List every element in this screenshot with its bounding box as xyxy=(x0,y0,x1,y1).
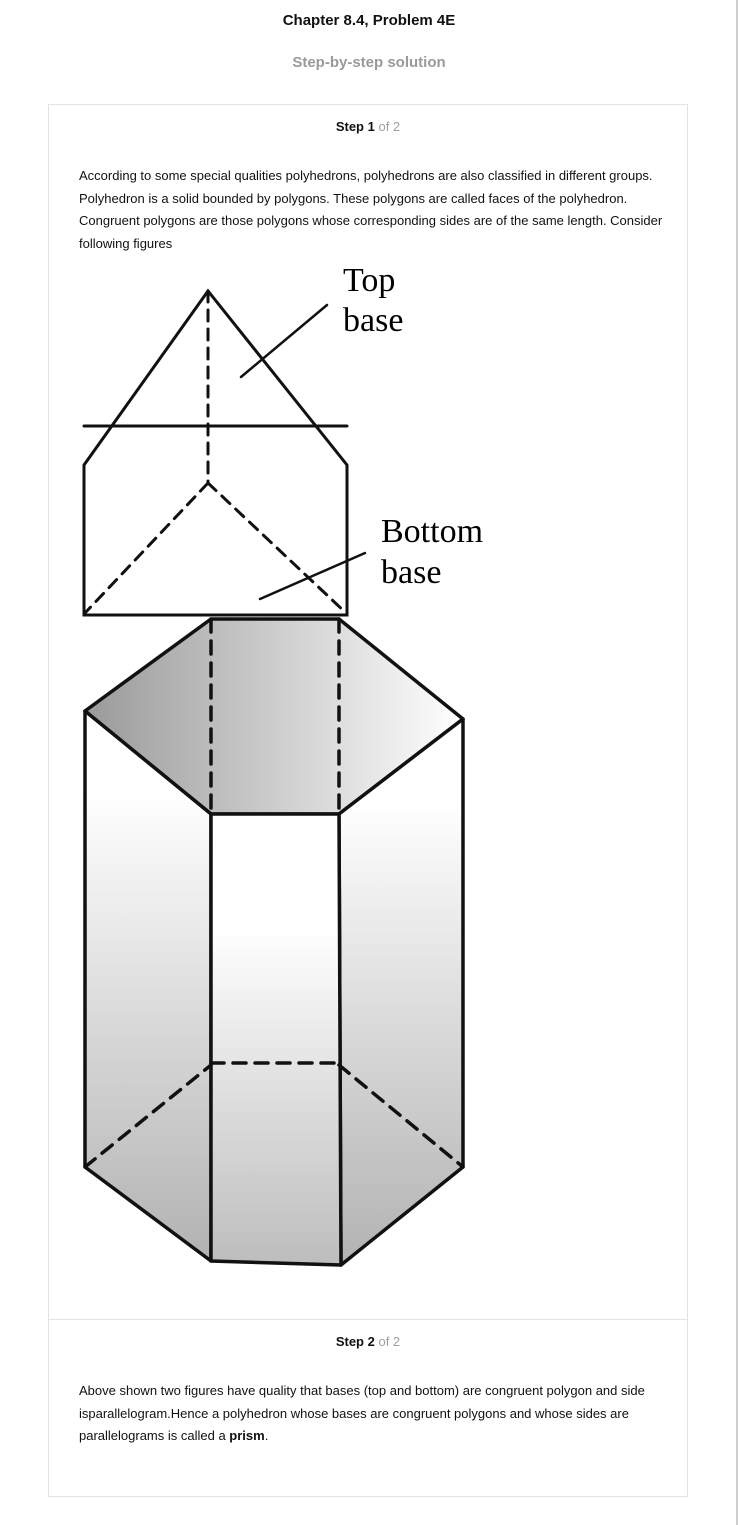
step-1-label: Step 1 xyxy=(335,119,375,134)
step-2-count: of 2 xyxy=(378,1334,401,1349)
step-2-text-body: Above shown two figures have quality tha… xyxy=(79,1383,645,1443)
hexagonal-prism-shape xyxy=(83,617,465,1267)
top-base-label-line1: Top xyxy=(343,262,395,299)
bottom-base-label-line1: Bottom xyxy=(381,513,483,550)
page-title: Chapter 8.4, Problem 4E xyxy=(282,12,456,29)
solution-card: Step 1 of 2 According to some special qu… xyxy=(48,104,688,1497)
top-base-label-line2: base xyxy=(343,302,403,339)
triangular-prism-shape xyxy=(82,288,367,617)
solution-subtitle: Step-by-step solution xyxy=(292,54,446,71)
page-right-border xyxy=(736,0,738,1525)
step-1-count: of 2 xyxy=(378,119,401,134)
step-2-text: Above shown two figures have quality tha… xyxy=(79,1380,669,1448)
step-2-header: Step 2 of 2 xyxy=(49,1334,687,1349)
step-2-text-end: . xyxy=(264,1428,269,1443)
step-divider xyxy=(49,1319,687,1320)
step-2-label: Step 2 xyxy=(335,1334,375,1349)
bottom-base-label-line2: base xyxy=(381,554,441,591)
step-1-header: Step 1 of 2 xyxy=(49,119,687,134)
prism-figure: Top base Bottom base xyxy=(82,262,483,1267)
step-1-text: According to some special qualities poly… xyxy=(79,168,663,251)
prism-term: prism xyxy=(229,1428,265,1443)
